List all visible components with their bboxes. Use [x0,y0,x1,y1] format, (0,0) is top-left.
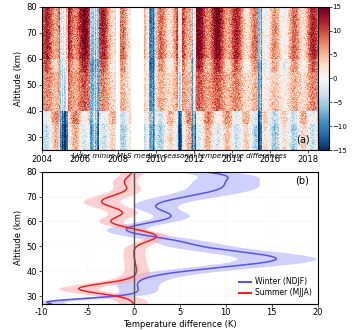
Text: (b): (b) [295,176,309,185]
Legend: Winter (NDJF), Summer (MJJA): Winter (NDJF), Summer (MJJA) [237,275,314,300]
Text: Lidar minus MLS median seasonal temperature differences: Lidar minus MLS median seasonal temperat… [72,153,287,159]
Y-axis label: Altitude (km): Altitude (km) [15,51,24,106]
X-axis label: Temperature difference (K): Temperature difference (K) [123,320,237,329]
Y-axis label: Altitude (km): Altitude (km) [15,210,24,265]
Text: (a): (a) [296,134,309,145]
